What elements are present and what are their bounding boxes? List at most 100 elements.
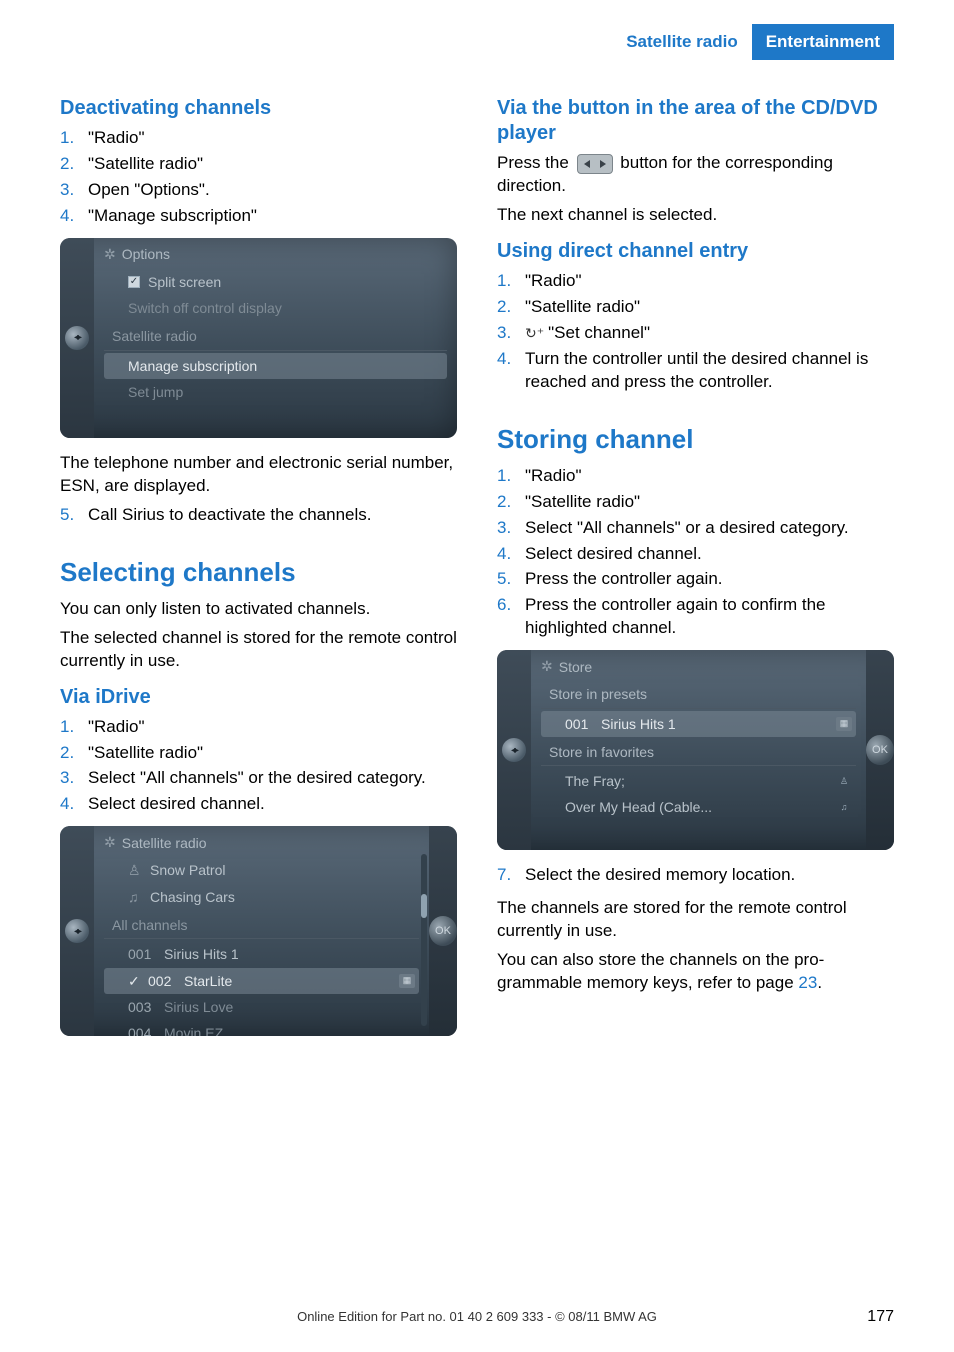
figure-row-selected: ✓002StarLite▦	[104, 968, 419, 994]
step-number: 4.	[497, 348, 515, 371]
figure-right-knob-area: OK	[866, 650, 894, 850]
step-number: 4.	[497, 543, 515, 566]
step-number: 3.	[497, 322, 515, 345]
step-text: Press the controller again to confirm th…	[525, 594, 894, 640]
figure-left-knob-area: ◂▸	[497, 650, 531, 850]
ok-knob-icon: OK	[429, 916, 457, 946]
figure-left-knob-area: ◂▸	[60, 238, 94, 438]
step-text: Select "All channels" or the desired cat…	[88, 767, 457, 790]
heading-selecting-channels: Selecting channels	[60, 557, 457, 588]
ok-knob-icon: OK	[866, 735, 894, 765]
body-text: The next channel is selected.	[497, 204, 894, 227]
figure-row: 003Sirius Love	[104, 994, 419, 1020]
tab-satellite-radio: Satellite radio	[612, 24, 751, 60]
figure-row: Switch off control display	[104, 295, 447, 321]
idrive-knob-icon: ◂▸	[502, 738, 526, 762]
storing-steps: 1. "Radio" 2. "Satellite radio" 3. Select "…	[497, 465, 894, 641]
via-idrive-steps: 1."Radio" 2."Satellite radio" 3.Select "…	[60, 716, 457, 817]
body-text: You can also store the channels on the p…	[497, 949, 894, 995]
step-text: Open "Options".	[88, 179, 457, 202]
figure-row: Over My Head (Cable...♫	[541, 794, 856, 820]
figure-row-selected: 001Sirius Hits 1▦	[541, 711, 856, 737]
figure-satellite-radio-list: ◂▸ ✲Satellite radio ♙Snow Patrol ♫Chasin…	[60, 826, 457, 1036]
step-text: Turn the controller until the desired ch…	[525, 348, 894, 394]
heading-direct-channel-entry: Using direct channel entry	[497, 239, 894, 264]
step-number: 2.	[497, 296, 515, 319]
figure-title: ✲Store	[541, 658, 856, 675]
direct-entry-steps: 1. "Radio" 2. "Satellite radio" 3. ↻⁺"Set c…	[497, 270, 894, 394]
figure-section: Satellite radio	[104, 323, 447, 350]
step-text: Select desired channel.	[88, 793, 457, 816]
right-column: Via the button in the area of the CD/DVD…	[497, 96, 894, 1050]
footer-text: Online Edition for Part no. 01 40 2 609 …	[297, 1309, 657, 1324]
step-number: 4.	[60, 793, 78, 816]
figure-title: ✲Options	[104, 246, 447, 263]
deactivating-steps: 1."Radio" 2."Satellite radio" 3.Open "Op…	[60, 127, 457, 228]
page-number: 177	[867, 1308, 894, 1326]
step-text: "Radio"	[525, 270, 894, 293]
body-text: Press the button for the corresponding d…	[497, 152, 894, 198]
heading-storing-channel: Storing channel	[497, 424, 894, 455]
step-text: Select desired channel.	[525, 543, 894, 566]
step-number: 7.	[497, 864, 515, 887]
deactivating-steps-cont: 5.Call Sirius to deactivate the channels…	[60, 504, 457, 527]
step-text: "Radio"	[88, 716, 457, 739]
figure-row: ✓Split screen	[104, 269, 447, 295]
set-channel-icon: ↻⁺	[525, 324, 544, 343]
step-text: "Radio"	[525, 465, 894, 488]
step-text: Select "All channels" or a desired categ…	[525, 517, 894, 540]
figure-section: All channels	[104, 912, 419, 939]
music-note-icon: ♫	[836, 801, 852, 815]
idrive-knob-icon: ◂▸	[65, 326, 89, 350]
body-text: You can only listen to activated channel…	[60, 598, 457, 621]
step-number: 1.	[60, 127, 78, 150]
figure-section: Store in presets	[541, 681, 856, 708]
step-text: "Satellite radio"	[88, 742, 457, 765]
step-text: Press the controller again.	[525, 568, 894, 591]
step-number: 1.	[60, 716, 78, 739]
step-text: "Satellite radio"	[525, 491, 894, 514]
figure-row: 004Movin EZ	[104, 1020, 419, 1036]
storing-steps-cont: 7.Select the desired memory location.	[497, 864, 894, 887]
checkbox-icon: ✓	[128, 276, 140, 288]
figure-left-knob-area: ◂▸	[60, 826, 94, 1036]
heading-via-button-cd-dvd: Via the button in the area of the CD/DVD…	[497, 96, 894, 146]
tab-entertainment: Entertainment	[752, 24, 894, 60]
figure-store-menu: ◂▸ ✲Store Store in presets 001Sirius Hit…	[497, 650, 894, 850]
figure-row: The Fray;♙	[541, 768, 856, 794]
step-text: ↻⁺"Set channel"	[525, 322, 894, 345]
artist-icon: ♙	[836, 774, 852, 788]
step-number: 3.	[60, 767, 78, 790]
step-text: Call Sirius to deactivate the channels.	[88, 504, 457, 527]
scrollbar	[421, 854, 427, 1026]
figure-options-menu: ◂▸ ✲Options ✓Split screen Switch off con…	[60, 238, 457, 438]
figure-row: Set jump	[104, 379, 447, 405]
preset-badge-icon: ▦	[836, 717, 852, 731]
left-column: Deactivating channels 1."Radio" 2."Satel…	[60, 96, 457, 1050]
step-number: 2.	[497, 491, 515, 514]
step-number: 3.	[497, 517, 515, 540]
step-text: "Radio"	[88, 127, 457, 150]
heading-via-idrive: Via iDrive	[60, 685, 457, 710]
figure-row: 001Sirius Hits 1	[104, 941, 419, 967]
step-number: 4.	[60, 205, 78, 228]
step-number: 5.	[497, 568, 515, 591]
seek-button-icon	[577, 154, 613, 174]
figure-section: Store in favorites	[541, 739, 856, 766]
figure-row: ♙Snow Patrol	[104, 857, 419, 883]
figure-right-knob-area: OK	[429, 826, 457, 1036]
body-text: The telephone number and electronic seri…	[60, 452, 457, 498]
figure-row-selected: Manage subscription	[104, 353, 447, 379]
step-number: 1.	[497, 465, 515, 488]
figure-title: ✲Satellite radio	[104, 834, 419, 851]
body-text: The channels are stored for the remote c…	[497, 897, 894, 943]
step-text: "Manage subscription"	[88, 205, 457, 228]
page-link-23[interactable]: 23	[798, 973, 817, 992]
body-text: The selected channel is stored for the r…	[60, 627, 457, 673]
step-text: "Satellite radio"	[525, 296, 894, 319]
header-tabs: Satellite radio Entertainment	[612, 24, 894, 60]
step-number: 1.	[497, 270, 515, 293]
idrive-knob-icon: ◂▸	[65, 919, 89, 943]
preset-badge-icon: ▦	[399, 974, 415, 988]
step-number: 3.	[60, 179, 78, 202]
